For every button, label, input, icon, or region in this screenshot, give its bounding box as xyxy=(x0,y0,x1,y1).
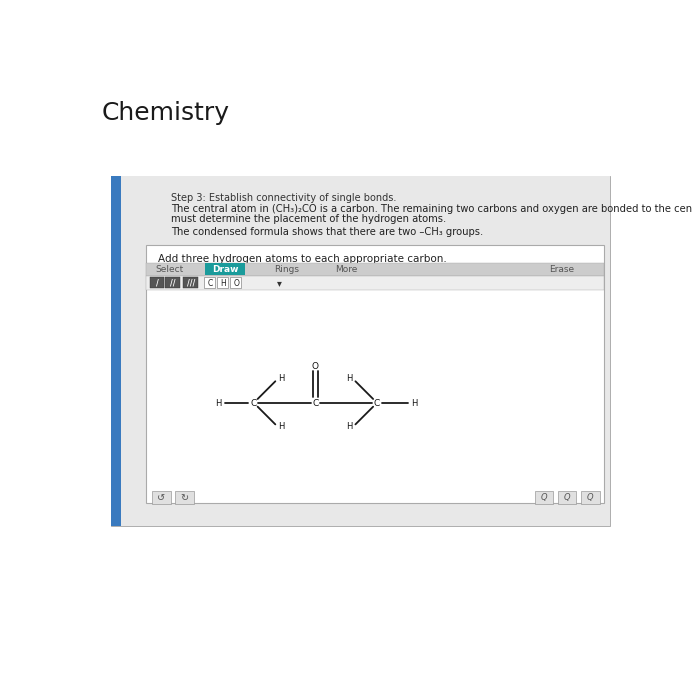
Text: H: H xyxy=(220,279,226,288)
Bar xyxy=(581,491,599,504)
Text: C: C xyxy=(208,279,212,288)
Text: H: H xyxy=(278,422,284,431)
Text: Q: Q xyxy=(564,493,570,502)
Bar xyxy=(120,176,610,526)
Text: ///: /// xyxy=(187,279,194,288)
Bar xyxy=(230,278,242,288)
Text: Erase: Erase xyxy=(549,265,574,274)
Bar xyxy=(152,491,171,504)
Bar xyxy=(146,263,604,276)
Text: More: More xyxy=(335,265,357,274)
Bar xyxy=(111,176,120,526)
Text: C: C xyxy=(251,399,257,408)
Bar xyxy=(183,278,198,288)
Text: H: H xyxy=(346,422,352,431)
Text: must determine the placement of the hydrogen atoms.: must determine the placement of the hydr… xyxy=(172,214,446,224)
Text: O: O xyxy=(312,362,319,371)
Text: ↺: ↺ xyxy=(157,493,165,502)
Text: ▾: ▾ xyxy=(277,278,282,289)
Bar xyxy=(203,278,215,288)
Bar xyxy=(535,491,554,504)
Bar xyxy=(146,276,604,289)
Text: H: H xyxy=(346,375,352,384)
Text: H: H xyxy=(411,399,417,408)
Text: /: / xyxy=(156,279,159,288)
Text: Draw: Draw xyxy=(212,265,239,274)
Text: Q: Q xyxy=(540,493,547,502)
Text: The condensed formula shows that there are two –CH₃ groups.: The condensed formula shows that there a… xyxy=(172,226,484,237)
Bar xyxy=(217,278,228,288)
Bar xyxy=(150,278,165,288)
Text: O: O xyxy=(233,279,239,288)
Text: //: // xyxy=(170,279,176,288)
Bar xyxy=(558,491,576,504)
Text: C: C xyxy=(374,399,380,408)
Text: C: C xyxy=(312,399,318,408)
Text: Select: Select xyxy=(155,265,183,274)
Text: Chemistry: Chemistry xyxy=(102,101,230,124)
Text: The central atom in (CH₃)₂CO is a carbon. The remaining two carbons and oxygen a: The central atom in (CH₃)₂CO is a carbon… xyxy=(172,204,692,214)
Bar xyxy=(111,176,610,526)
Bar xyxy=(165,278,180,288)
Text: H: H xyxy=(215,399,221,408)
Bar xyxy=(206,264,245,275)
Text: Step 3: Establish connectivity of single bonds.: Step 3: Establish connectivity of single… xyxy=(172,193,397,203)
Bar xyxy=(146,245,604,503)
Text: H: H xyxy=(278,375,284,384)
Text: ↻: ↻ xyxy=(181,493,188,502)
Text: Rings: Rings xyxy=(275,265,300,274)
Text: Add three hydrogen atoms to each appropriate carbon.: Add three hydrogen atoms to each appropr… xyxy=(158,254,446,264)
Text: Q: Q xyxy=(587,493,594,502)
Bar xyxy=(175,491,194,504)
